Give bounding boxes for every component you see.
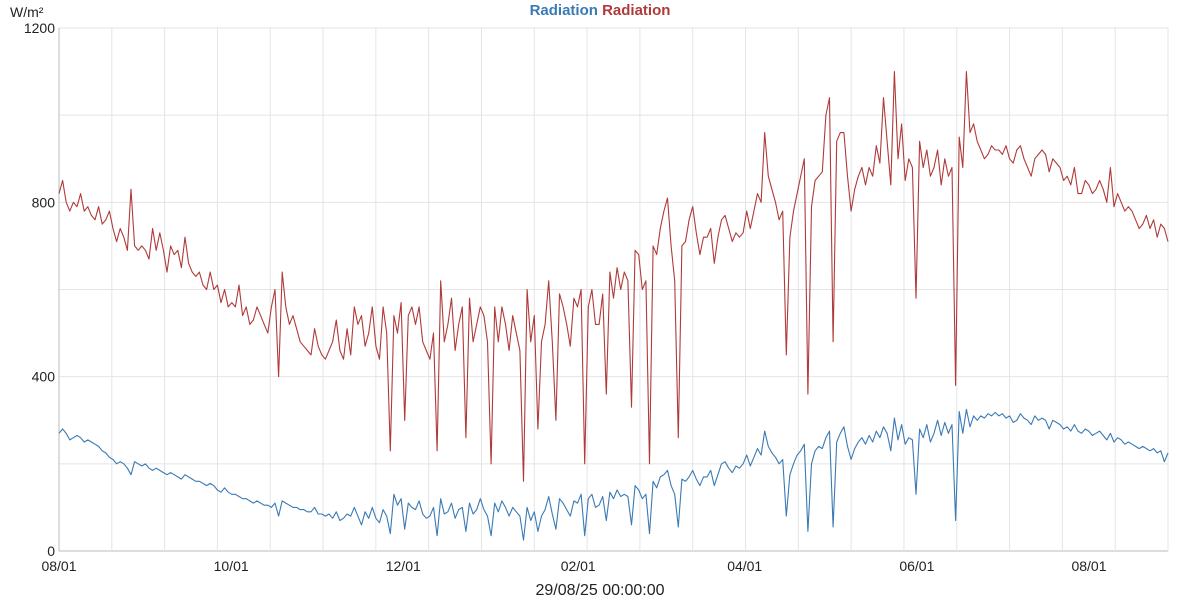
x-tick-label: 10/01	[214, 558, 249, 574]
y-tick-label: 0	[47, 543, 55, 559]
x-axis-caption: 29/08/25 00:00:00	[535, 582, 665, 599]
y-tick-label: 800	[32, 194, 56, 210]
legend-red-label[interactable]: Radiation	[602, 2, 671, 19]
x-tick-label: 08/01	[41, 558, 76, 574]
x-tick-label: 02/01	[561, 558, 596, 574]
y-tick-label: 400	[32, 369, 56, 385]
series-line-blue	[58, 408, 1169, 541]
legend-blue-label[interactable]: Radiation	[529, 2, 598, 19]
x-tick-label: 12/01	[386, 558, 421, 574]
y-axis-label: W/m²	[10, 4, 44, 20]
x-tick-label: 08/01	[1071, 558, 1106, 574]
x-tick-label: 04/01	[727, 558, 762, 574]
chart-title: Radiation Radiation	[0, 2, 1200, 19]
y-tick-label: 1200	[24, 20, 55, 36]
x-tick-label: 06/01	[899, 558, 934, 574]
series-line-red	[58, 71, 1169, 482]
